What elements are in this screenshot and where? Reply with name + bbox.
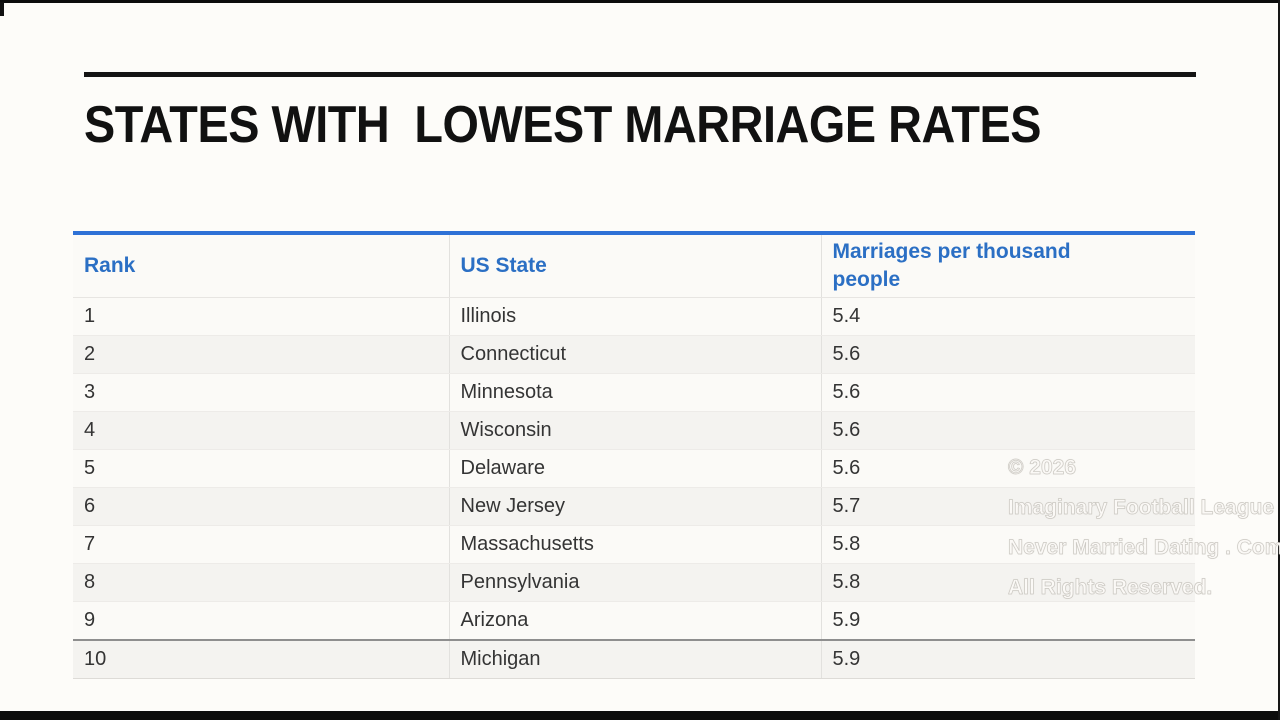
header-row: Rank US State Marriages per thousand peo… [73, 233, 1195, 298]
table-row: 7 Massachusetts 5.8 [73, 525, 1195, 564]
letterbox-top [0, 0, 1280, 3]
state-cell: Illinois [449, 297, 822, 336]
rank-cell: 6 [73, 487, 450, 526]
rank-cell: 10 [73, 639, 450, 679]
table-row: 3 Minnesota 5.6 [73, 373, 1195, 412]
rate-cell: 5.6 [821, 335, 1195, 374]
column-header-state: US State [449, 233, 822, 298]
rate-cell: 5.4 [821, 297, 1195, 336]
state-cell: New Jersey [449, 487, 822, 526]
column-header-rate-label: Marriages per thousand people [832, 240, 1071, 291]
column-header-state-label: US State [460, 254, 547, 277]
table-row: 8 Pennsylvania 5.8 [73, 563, 1195, 602]
rank-cell: 8 [73, 563, 450, 602]
rank-cell: 3 [73, 373, 450, 412]
table-row: 1 Illinois 5.4 [73, 297, 1195, 336]
rate-cell: 5.9 [821, 601, 1195, 641]
rate-cell: 5.9 [821, 639, 1195, 679]
rank-cell: 7 [73, 525, 450, 564]
state-cell: Arizona [449, 601, 822, 641]
table-row: 2 Connecticut 5.6 [73, 335, 1195, 374]
column-header-rank-label: Rank [84, 254, 136, 277]
column-header-rank: Rank [73, 233, 450, 298]
state-cell: Delaware [449, 449, 822, 488]
letterbox-bottom [0, 711, 1280, 720]
rate-cell: 5.8 [821, 563, 1195, 602]
rate-cell: 5.6 [821, 373, 1195, 412]
rank-cell: 9 [73, 601, 450, 641]
rate-cell: 5.6 [821, 449, 1195, 488]
title-rule [84, 72, 1196, 77]
state-cell: Connecticut [449, 335, 822, 374]
column-header-rate: Marriages per thousand people [821, 233, 1195, 298]
table-row: 10 Michigan 5.9 [73, 639, 1195, 679]
state-cell: Massachusetts [449, 525, 822, 564]
page-title: STATES WITH LOWEST MARRIAGE RATES [84, 96, 1042, 154]
table-row: 6 New Jersey 5.7 [73, 487, 1195, 526]
table-row: 9 Arizona 5.9 [73, 601, 1195, 641]
marriage-rates-table: Rank US State Marriages per thousand peo… [73, 231, 1195, 679]
state-cell: Minnesota [449, 373, 822, 412]
rate-cell: 5.7 [821, 487, 1195, 526]
rank-cell: 4 [73, 411, 450, 450]
state-cell: Wisconsin [449, 411, 822, 450]
frame-edge-right [1278, 0, 1280, 720]
state-cell: Michigan [449, 639, 822, 679]
rank-cell: 2 [73, 335, 450, 374]
rank-cell: 1 [73, 297, 450, 336]
table-row: 4 Wisconsin 5.6 [73, 411, 1195, 450]
frame-edge-left [0, 2, 4, 16]
rate-cell: 5.6 [821, 411, 1195, 450]
state-cell: Pennsylvania [449, 563, 822, 602]
rank-cell: 5 [73, 449, 450, 488]
table-row: 5 Delaware 5.6 [73, 449, 1195, 488]
rate-cell: 5.8 [821, 525, 1195, 564]
table-body: 1 Illinois 5.4 2 Connecticut 5.6 3 Minne… [73, 297, 1195, 679]
